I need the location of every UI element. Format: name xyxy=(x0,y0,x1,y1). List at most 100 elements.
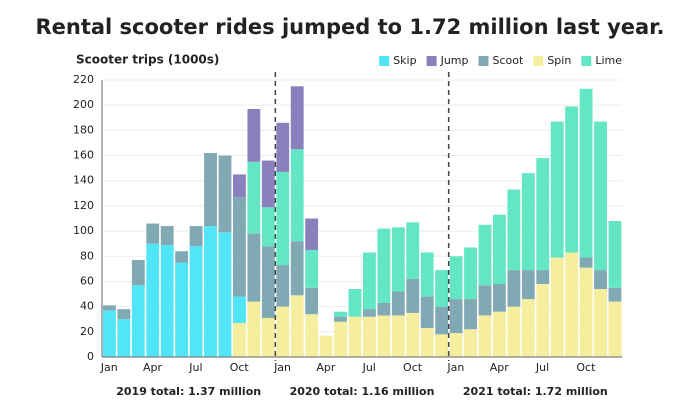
bar-segment xyxy=(377,315,391,357)
bar-segment xyxy=(550,257,564,357)
bar-segment xyxy=(305,287,319,315)
bar-segment xyxy=(363,309,376,317)
bar-segment xyxy=(247,108,261,162)
y-tick-label: 220 xyxy=(73,73,94,86)
bar-segment xyxy=(247,301,261,357)
bar-segment xyxy=(406,312,420,357)
bar-segment xyxy=(363,316,376,357)
bar-segment xyxy=(261,246,275,318)
bar-segment xyxy=(478,224,492,286)
bar-segment xyxy=(406,222,420,279)
bar-segment xyxy=(204,153,217,227)
bar-segment xyxy=(608,287,622,302)
x-tick-label: Jul xyxy=(188,361,202,374)
bar-segment xyxy=(521,270,535,300)
x-tick-label: Jan xyxy=(446,361,464,374)
x-tick-label: Oct xyxy=(576,361,596,374)
year-total: 2021 total: 1.72 million xyxy=(463,385,608,398)
bar-segment xyxy=(464,329,477,357)
bar-segment xyxy=(261,317,275,357)
y-tick-label: 140 xyxy=(73,174,94,187)
bar-segment xyxy=(435,306,449,335)
bar-segment xyxy=(233,197,246,297)
chart-title: Rental scooter rides jumped to 1.72 mill… xyxy=(35,15,664,39)
bar-segment xyxy=(348,316,362,357)
x-tick-label: Apr xyxy=(143,361,163,374)
bar-segment xyxy=(420,328,434,357)
x-tick-label: Oct xyxy=(230,361,250,374)
y-tick-label: 100 xyxy=(73,224,94,237)
bar-segment xyxy=(406,278,420,313)
bar-segment xyxy=(536,270,550,284)
bar-segment xyxy=(247,161,261,234)
bar-segment xyxy=(175,262,189,357)
bar-segment xyxy=(103,310,116,357)
bar-segment xyxy=(391,315,405,357)
bar-segment xyxy=(550,121,564,258)
x-tick-label: Jul xyxy=(362,361,376,374)
bar-segment xyxy=(608,301,622,357)
bar-segment xyxy=(391,227,405,292)
legend-swatch xyxy=(533,56,544,66)
bar-segment xyxy=(218,232,232,357)
y-tick-label: 0 xyxy=(87,350,94,363)
bar-segment xyxy=(348,289,362,317)
bar-segment xyxy=(579,267,593,357)
y-tick-label: 20 xyxy=(80,325,94,338)
bar-segment xyxy=(103,305,116,311)
x-tick-label: Apr xyxy=(316,361,336,374)
bar-segment xyxy=(261,207,275,247)
bar-segment xyxy=(131,260,145,286)
bar-segment xyxy=(594,289,607,357)
bar-segment xyxy=(478,285,492,316)
x-tick-label: Jan xyxy=(273,361,291,374)
bar-segment xyxy=(521,173,535,271)
bar-segment xyxy=(449,256,463,300)
bar-segment xyxy=(117,309,131,320)
bar-segment xyxy=(334,311,347,317)
year-total: 2019 total: 1.37 million xyxy=(116,385,261,398)
bar-segment xyxy=(247,233,261,302)
bar-segment xyxy=(276,122,290,172)
bar-segment xyxy=(189,226,203,247)
bar-segment xyxy=(233,323,246,357)
year-total: 2020 total: 1.16 million xyxy=(290,385,435,398)
bar-segment xyxy=(334,316,347,322)
x-tick-label: Jul xyxy=(535,361,549,374)
legend-swatch xyxy=(478,56,489,66)
bar-segment xyxy=(305,218,319,250)
bar-segment xyxy=(493,214,506,284)
bar-segment xyxy=(493,311,506,357)
bar-segment xyxy=(146,243,160,357)
bar-segment xyxy=(579,88,593,258)
bar-segment xyxy=(521,299,535,357)
bar-segment xyxy=(276,306,290,357)
bar-segment xyxy=(579,257,593,268)
bar-segment xyxy=(391,291,405,316)
bar-segment xyxy=(276,265,290,307)
bar-segment xyxy=(594,121,607,271)
y-tick-label: 120 xyxy=(73,199,94,212)
bar-segment xyxy=(493,283,506,312)
bar-segment xyxy=(536,283,550,357)
legend-swatch xyxy=(426,56,437,66)
y-axis-title: Scooter trips (1000s) xyxy=(76,53,219,67)
legend-label: Jump xyxy=(440,54,469,67)
bar-segment xyxy=(218,155,232,233)
bar-segment xyxy=(175,251,189,263)
bar-segment xyxy=(290,86,304,150)
y-tick-label: 180 xyxy=(73,123,94,136)
bar-segment xyxy=(478,315,492,357)
bar-segment xyxy=(363,252,376,310)
bar-segment xyxy=(464,247,477,300)
bar-segment xyxy=(276,171,290,266)
bar-segment xyxy=(507,270,521,307)
y-tick-label: 80 xyxy=(80,249,94,262)
bar-segment xyxy=(449,299,463,334)
bar-segment xyxy=(131,285,145,357)
bar-segment xyxy=(464,299,477,330)
bar-segment xyxy=(435,334,449,357)
bar-segment xyxy=(204,226,217,357)
bar-segment xyxy=(160,226,174,245)
